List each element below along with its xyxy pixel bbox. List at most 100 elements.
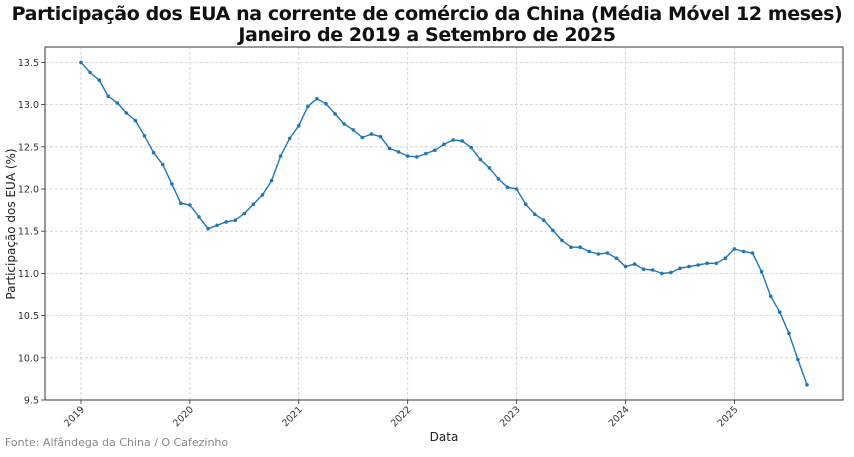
y-tick-label: 10.5 [18,311,39,322]
data-point-marker [333,112,337,116]
data-point-marker [478,157,483,162]
data-point-marker [768,294,773,299]
x-tick-label: 2020 [171,404,196,429]
data-point-marker [605,251,610,255]
data-point-marker [88,70,92,75]
y-tick-label: 12.5 [18,142,39,153]
data-point-marker [360,135,365,140]
y-tick-label: 10.0 [18,353,39,364]
data-point-marker [133,118,138,123]
data-point-marker [451,138,455,142]
data-point-marker [378,134,383,139]
data-point-marker [170,182,174,186]
axes [44,46,844,401]
data-point-marker [650,268,655,272]
data-point-marker [297,123,301,128]
data-point-marker [632,262,637,266]
data-point-marker [487,166,492,170]
data-point-marker [678,266,682,271]
data-point-marker [224,220,228,224]
y-tick-label: 11.5 [18,227,39,238]
data-point-marker [759,269,764,274]
data-point-marker [242,211,247,216]
data-point-marker [306,104,310,109]
data-point-marker [405,154,410,158]
data-point-marker [741,249,746,254]
y-tick-label: 13.0 [18,100,39,111]
data-point-marker [496,177,501,181]
data-point-marker [215,223,219,228]
data-point-marker [687,264,691,269]
data-point-marker [260,193,265,197]
x-tick-label: 2024 [607,404,632,429]
y-axis-ticks: 9.5 10.0 10.5 11.0 11.5 12.0 12.5 13.0 13.5 [18,58,45,407]
data-point-marker [560,238,564,243]
data-point-marker [251,202,256,206]
data-point-marker [287,136,292,141]
data-point-marker [151,150,156,155]
data-point-marker [569,245,573,249]
data-point-marker [442,142,446,147]
data-point-marker [723,256,728,261]
data-point-marker [106,94,110,98]
data-point-marker [614,256,619,261]
data-point-marker [197,215,201,219]
data-point-marker [551,228,555,233]
y-tick-label: 11.0 [18,269,39,280]
data-point-marker [424,151,428,156]
data-point-marker [596,252,601,256]
x-tick-label: 2025 [716,404,741,429]
data-point-marker [587,249,591,254]
data-point-marker [578,245,582,249]
data-point-marker [778,310,782,315]
data-point-marker [696,263,700,267]
data-point-marker [669,270,673,275]
data-point-marker [796,357,800,362]
data-point-marker [124,111,129,115]
data-point-marker [315,96,319,101]
data-point-marker [179,201,183,206]
data-point-marker [206,226,210,231]
data-point-marker [514,187,519,191]
x-tick-label: 2021 [280,404,305,429]
data-point-marker [714,261,719,266]
data-point-marker [97,78,101,82]
data-point-marker [732,247,737,251]
data-point-marker [160,162,165,167]
data-point-marker [233,218,238,222]
data-point-marker [523,202,528,206]
data-series [79,60,809,387]
y-tick-label: 9.5 [24,396,39,407]
source-note: Fonte: Alfândega da China / O Cafezinho [5,436,229,449]
data-point-marker [433,148,437,152]
y-tick-label: 12.0 [18,185,39,196]
x-tick-label: 2023 [498,404,523,429]
data-point-marker [269,178,274,183]
data-point-marker [542,218,546,222]
data-point-marker [805,383,809,387]
data-point-marker [705,261,709,266]
chart-subtitle: Janeiro de 2019 a Setembro de 2025 [238,24,616,46]
data-point-marker [460,139,464,143]
y-axis-label: Participação dos EUA (%) [4,148,18,299]
data-point-marker [533,212,537,217]
data-point-marker [342,122,347,126]
data-point-marker [278,154,283,158]
x-tick-label: 2022 [389,404,414,429]
data-point-marker [369,132,374,136]
data-point-marker [415,155,419,159]
data-point-marker [396,150,401,154]
data-point-marker [505,185,510,190]
data-point-marker [387,146,392,151]
data-point-marker [469,145,474,150]
data-point-marker [115,101,120,105]
x-tick-label: 2019 [62,404,87,429]
data-point-marker [750,251,755,255]
data-point-marker [660,271,664,276]
data-point-marker [351,128,356,132]
x-axis-ticks: 2019 2020 2021 2022 2023 2024 2025 [62,400,741,429]
data-point-marker [641,267,646,272]
plot-frame [44,46,844,401]
y-tick-label: 13.5 [18,58,39,69]
